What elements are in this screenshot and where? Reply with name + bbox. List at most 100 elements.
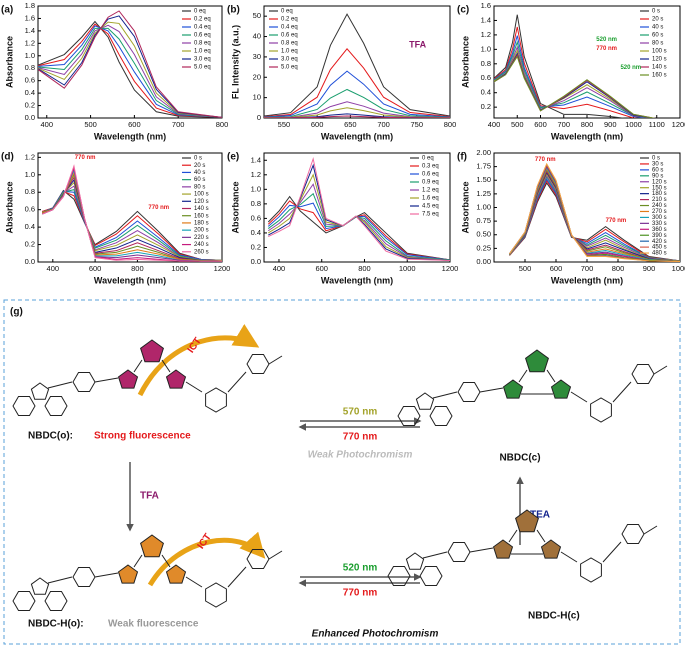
- chart-panel: 550 600 650 700 750 800 0 10 20 30 40 50 Wavelength …: [227, 5, 456, 142]
- ring: [72, 372, 96, 392]
- legend-label: 0 s: [652, 9, 660, 15]
- bond: [653, 365, 668, 375]
- x-tick-label: 800: [131, 264, 144, 273]
- y-tick-label: 0.50: [476, 230, 491, 239]
- x-tick-label: 1200: [672, 120, 685, 129]
- ring: [117, 564, 139, 584]
- legend-label: 420 s: [652, 239, 667, 245]
- y-tick-label: 0.75: [476, 216, 491, 225]
- legend-label: 270 s: [652, 209, 667, 215]
- legend-label: 390 s: [652, 233, 667, 239]
- legend-label: 330 s: [652, 221, 667, 227]
- y-axis-label: Absorbance: [230, 181, 240, 233]
- x-tick-label: 500: [511, 120, 524, 129]
- ring: [515, 509, 539, 533]
- bond: [560, 551, 578, 563]
- panel-label: (d): [1, 152, 14, 163]
- y-tick-label: 0.4: [251, 228, 261, 237]
- legend-label: 180 s: [194, 221, 209, 227]
- ring: [44, 396, 68, 416]
- spectrum-line: [264, 47, 450, 118]
- spectrum-line: [267, 202, 450, 261]
- legend-label: 1.0 eq: [194, 49, 211, 55]
- y-tick-label: 0.25: [476, 243, 491, 252]
- y-tick-label: 30: [253, 52, 261, 61]
- x-tick-label: 600: [315, 264, 328, 273]
- bond: [570, 391, 588, 403]
- x-tick-label: 800: [358, 264, 371, 273]
- x-tick-label: 500: [84, 120, 97, 129]
- compound-name: NBDC(o):: [28, 431, 73, 442]
- ring: [140, 339, 164, 363]
- legend-label: 80 s: [652, 41, 663, 47]
- legend-label: 260 s: [194, 249, 209, 255]
- legend-label: 450 s: [652, 245, 667, 251]
- y-tick-label: 0: [257, 113, 261, 122]
- ring: [621, 524, 645, 544]
- compound-name: NBDC-H(c): [528, 611, 580, 622]
- legend-label: 20 s: [194, 163, 205, 169]
- spectrum-line: [494, 26, 642, 118]
- ring: [397, 406, 421, 426]
- legend-label: 360 s: [652, 227, 667, 233]
- x-tick-label: 600: [128, 120, 141, 129]
- x-tick-label: 800: [216, 120, 229, 129]
- legend-label: 60 s: [652, 167, 663, 173]
- annotation: 770 nm: [148, 205, 169, 211]
- y-tick-label: 0.4: [25, 88, 35, 97]
- legend-label: 0.3 eq: [422, 164, 439, 170]
- bond: [161, 359, 171, 373]
- y-tick-label: 1.50: [476, 175, 491, 184]
- panel-label: (b): [227, 5, 240, 16]
- ring: [631, 364, 655, 384]
- spectrum-line: [38, 25, 222, 118]
- compound-desc: Strong fluorescence: [94, 431, 191, 442]
- y-tick-label: 1.0: [25, 170, 35, 179]
- y-tick-label: 1.0: [481, 44, 491, 53]
- legend-label: 3.0 eq: [194, 57, 211, 63]
- ring: [525, 349, 549, 373]
- legend-label: 240 s: [194, 242, 209, 248]
- x-axis-label: Wavelength (nm): [551, 275, 623, 285]
- bond: [479, 387, 504, 393]
- legend-label: 80 s: [194, 184, 205, 190]
- photochromism-note: Enhanced Photochromism: [312, 629, 439, 640]
- panel-label: (a): [1, 5, 13, 16]
- ring: [44, 591, 68, 611]
- charts: 400 500 600 700 8000.00.20.40.60.81.01.21.41…: [1, 1, 685, 285]
- y-tick-label: 0.6: [25, 205, 35, 214]
- spectrum-line: [268, 163, 450, 262]
- spectrum-line: [494, 55, 656, 118]
- y-tick-label: 50: [253, 11, 261, 20]
- y-tick-label: 0.6: [25, 76, 35, 85]
- annotation: TFA: [409, 40, 426, 50]
- legend-label: 300 s: [652, 215, 667, 221]
- x-axis-label: Wavelength (nm): [94, 131, 166, 141]
- y-tick-label: 1.4: [481, 15, 491, 24]
- annotation: 520 nm: [620, 65, 641, 71]
- y-tick-label: 0.6: [251, 213, 261, 222]
- plot-frame: [263, 152, 451, 263]
- ring: [205, 387, 227, 413]
- legend-label: 60 s: [194, 177, 205, 183]
- chart-panel: 500 600 700 800 900 1000 0.00 0.25 0.50 0.75 1.00 1…: [457, 148, 685, 285]
- y-tick-label: 1.25: [476, 189, 491, 198]
- bond: [133, 554, 143, 568]
- ring: [12, 396, 36, 416]
- legend-label: 0.2 eq: [281, 17, 298, 23]
- ring: [246, 354, 270, 374]
- x-tick-label: 700: [377, 120, 390, 129]
- bond: [536, 529, 546, 543]
- y-tick-label: 1.2: [251, 170, 261, 179]
- x-tick-label: 700: [581, 264, 594, 273]
- spectrum-line: [267, 200, 450, 261]
- spectrum-line: [264, 115, 450, 118]
- legend-label: 200 s: [194, 228, 209, 234]
- spectrum-line: [267, 183, 450, 262]
- x-tick-label: 700: [557, 120, 570, 129]
- legend-label: 0.8 eq: [194, 41, 211, 47]
- ring: [580, 557, 602, 583]
- annotation: 770 nm: [606, 218, 627, 224]
- legend-label: 100 s: [652, 49, 667, 55]
